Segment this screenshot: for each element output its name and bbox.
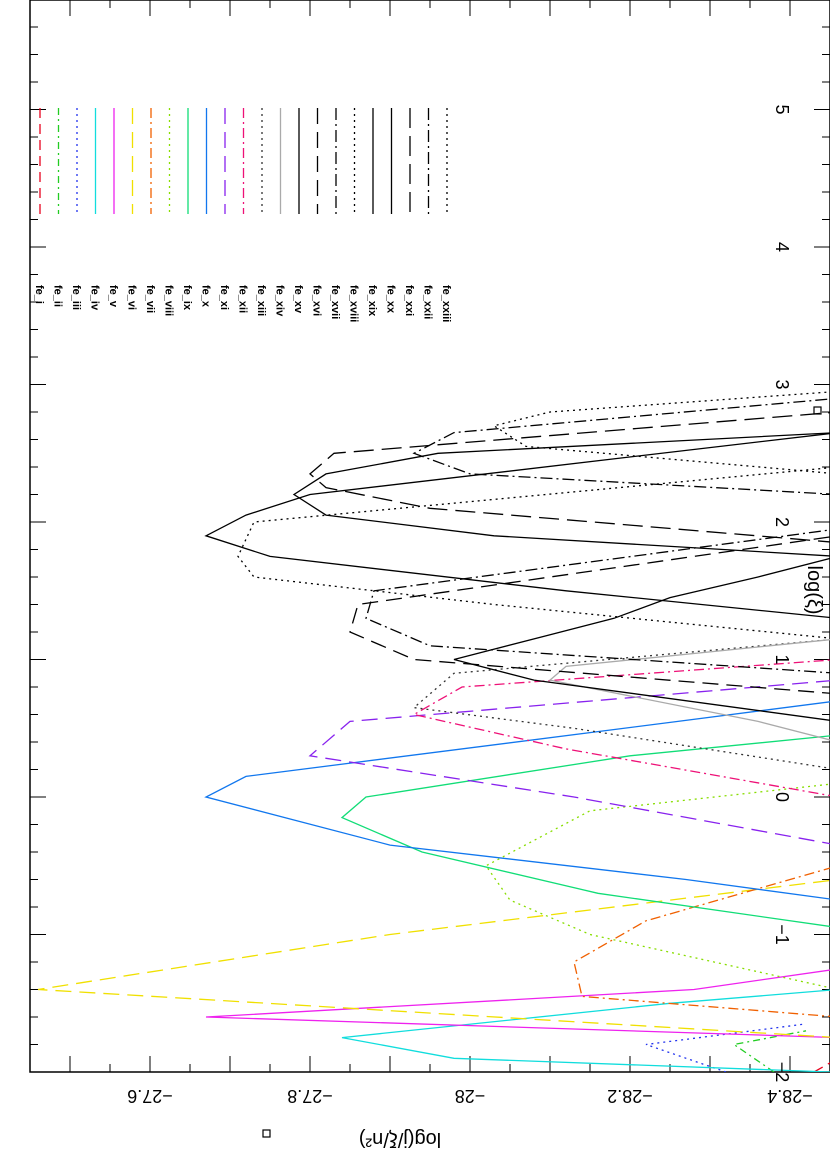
y-tick-label: −27.6 [127,1086,173,1106]
series-line-fe-vi [37,879,830,1038]
series-line-fe-xxi [309,412,830,543]
y-axis-title-marker [262,1129,271,1138]
legend-label-fe-vi: fe_vi [126,285,138,310]
series-line-fe-xi [308,680,830,845]
y-tick-label: −28 [455,1086,486,1106]
series-line-fe-iii [645,1023,807,1072]
legend-label-fe-xxi: fe_xxi [403,285,415,316]
x-tick-label: 4 [772,242,792,252]
y-tick-label: −27.8 [287,1086,333,1106]
legend-label-fe-xxii: fe_xxii [422,285,434,319]
y-tick-label: −28.4 [767,1086,813,1106]
series-line-fe-xx [292,432,830,557]
legend-label-fe-xi: fe_xi [218,285,230,310]
x-tick-label: 5 [772,104,792,114]
series-line-fe-xix [204,432,830,619]
y-tick-label: −28.2 [607,1086,653,1106]
legend-label-fe-xviii: fe_xviii [348,285,360,322]
legend-label-fe-ii: fe_ii [52,285,64,307]
x-axis-title-marker [813,406,822,415]
series-line-fe-ii [732,1030,807,1072]
legend-label-fe-xxiii: fe_xxiii [440,285,452,322]
series-line-fe-xvi [349,536,830,694]
legend-label-fe-v: fe_v [107,285,119,308]
tick-marks [29,0,830,1073]
legend-label-fe-xv: fe_xv [292,285,304,314]
series-line-fe-ix [340,735,830,928]
legend-label-fe-ix: fe_ix [181,285,193,311]
x-tick-label: 2 [772,517,792,527]
legend-label-fe-iv: fe_iv [89,285,101,311]
x-tick-label: 1 [772,654,792,664]
legend-label-fe-xiii: fe_xiii [255,285,267,316]
series-line-fe-xxiii [492,391,830,474]
series-line-fe-x [204,701,830,900]
legend-label-fe-xiv: fe_xiv [274,285,286,317]
legend-label-fe-x: fe_x [200,285,212,308]
series-line-fe-v [205,969,830,1038]
y-axis-title: log(j/ξ/n²) [359,1128,441,1149]
series-line-fe-xii [412,659,830,797]
legend-label-fe-vii: fe_vii [144,285,156,313]
legend-label-fe-xii: fe_xii [237,285,249,313]
series-line-fe-i [813,1062,830,1072]
legend: fe_i fe_ii fe_iii fe_iv fe_v fe_vi fe_vii fe_vi… [33,108,452,322]
legend-label-fe-xx: fe_xx [385,285,397,314]
legend-label-fe-xvi: fe_xvi [311,285,323,316]
series-line-fe-xxii [412,398,830,495]
legend-label-fe-xix: fe_xix [366,285,378,317]
legend-label-fe-iii: fe_iii [70,285,82,310]
x-tick-label: 0 [772,792,792,802]
series-line-fe-xvii [365,529,830,674]
legend-label-fe-i: fe_i [33,285,45,304]
series-line-fe-vii [573,867,830,1018]
series-line-fe-xiii [412,638,830,769]
series-line-fe-xiv [548,639,830,741]
plot-frame [29,0,830,1073]
series-line-fe-iv [341,989,830,1072]
series-line-fe-xv [453,557,830,721]
x-tick-label: 3 [772,379,792,389]
legend-label-fe-viii: fe_viii [163,285,175,316]
series-line-fe-viii [485,783,830,989]
series-line-fe-xviii [237,467,830,639]
x-tick-label: −1 [772,924,792,945]
x-tick-label: −2 [772,1062,792,1083]
axis-labels: −2 −1 0 1 2 3 4 5 −28.4 −28.2 −28 −27.8 −27.6 [127,104,813,1106]
x-axis-title: log(ξ) [803,566,825,615]
series-layer [37,391,830,1072]
legend-label-fe-xvii: fe_xvii [329,285,341,319]
